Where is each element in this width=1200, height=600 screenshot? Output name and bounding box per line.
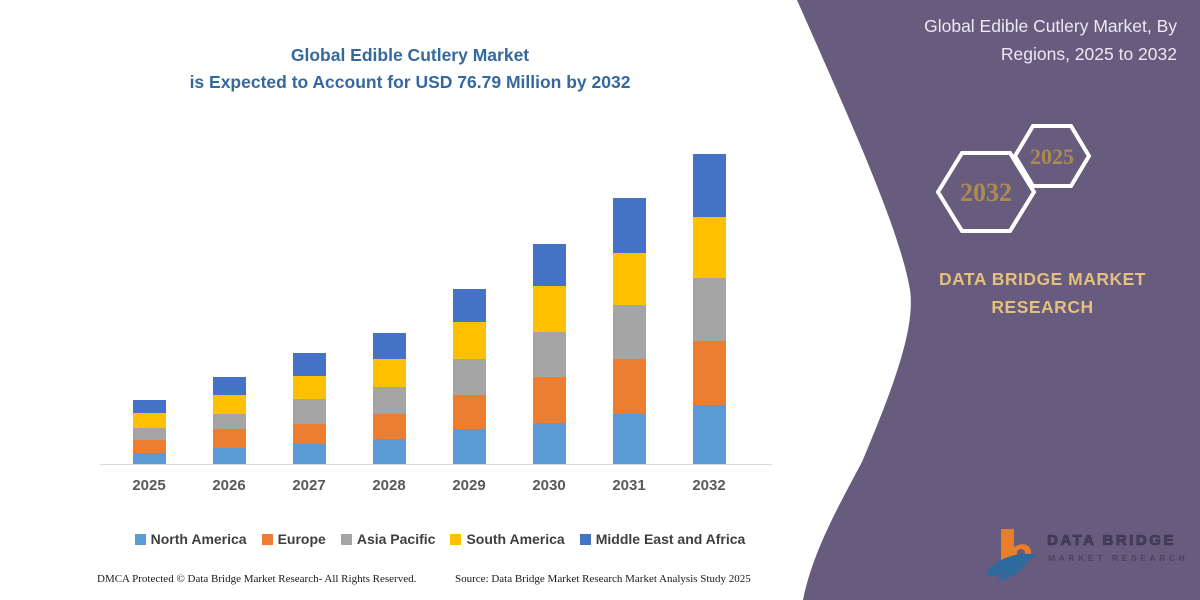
year-hexagons: 2032 2025 (935, 124, 1092, 233)
bar-segment-2026 (212, 377, 246, 395)
legend-label: Asia Pacific (356, 531, 436, 547)
bar-segment-2031 (612, 198, 646, 253)
bar-segment-2030 (532, 422, 566, 464)
bar-segment-2025 (132, 399, 166, 413)
bar-segment-2027 (292, 376, 326, 400)
bar-2028 (349, 332, 429, 464)
bar-segment-2029 (452, 288, 486, 322)
x-axis-label: 2032 (692, 477, 726, 494)
bar-segment-2026 (212, 413, 246, 429)
bar-2026 (189, 377, 269, 464)
bar-segment-2026 (212, 447, 246, 464)
legend-label: South America (466, 531, 565, 547)
bar-segment-2030 (532, 376, 566, 423)
bar-segment-2031 (612, 252, 646, 305)
bar-segment-2030 (532, 243, 566, 287)
source-text: Source: Data Bridge Market Research Mark… (455, 573, 751, 585)
copyright-text: DMCA Protected © Data Bridge Market Rese… (97, 573, 417, 585)
x-axis-label: 2026 (212, 477, 246, 494)
bar-segment-2025 (132, 452, 166, 464)
legend-item: South America (450, 531, 565, 547)
legend-marker-icon (261, 533, 273, 545)
bar-segment-2031 (612, 304, 646, 359)
bar-segment-2025 (132, 428, 166, 441)
bar-segment-2025 (132, 412, 166, 429)
hexagon-year-2032: 2032 (960, 178, 1012, 207)
bar-2025 (109, 399, 189, 464)
legend-marker-icon (134, 533, 146, 545)
bar-segment-2027 (292, 399, 326, 424)
bar-segment-2028 (372, 386, 406, 414)
chart-legend: North America Europe Asia Pacific South Ame… (85, 531, 795, 547)
x-axis-label: 2031 (612, 477, 646, 494)
bar-segment-2027 (292, 423, 326, 445)
legend-marker-icon (450, 533, 462, 545)
bar-segment-2028 (372, 332, 406, 360)
bar-segment-2029 (452, 429, 486, 464)
legend-label: North America (150, 531, 247, 547)
bar-2030 (509, 243, 589, 464)
bar-segment-2027 (292, 444, 326, 464)
bar-segment-2029 (452, 321, 486, 359)
bar-segment-2025 (132, 440, 166, 453)
bar-2031 (589, 198, 669, 464)
bar-segment-2029 (452, 394, 486, 430)
bar-2032 (669, 153, 749, 464)
bar-segment-2030 (532, 286, 566, 333)
stacked-bar-plot (109, 0, 749, 464)
x-axis-label: 2028 (372, 477, 406, 494)
bar-segment-2028 (372, 413, 406, 439)
bar-segment-2031 (612, 358, 646, 414)
chart-title-line1: Global Edible Cutlery Market (290, 45, 530, 65)
data-bridge-logo: DATA BRIDGE MARKET RESEARCH (975, 515, 1190, 590)
legend-label: Middle East and Africa (595, 531, 746, 547)
x-axis-label: 2027 (292, 477, 326, 494)
bar-segment-2032 (692, 153, 726, 217)
bar-segment-2029 (452, 358, 486, 395)
bar-segment-2026 (212, 428, 246, 448)
x-axis-label: 2025 (132, 477, 166, 494)
bar-segment-2032 (692, 340, 726, 405)
chart-title: Global Edible Cutlery Market is Expected… (60, 42, 760, 96)
bar-segment-2032 (692, 216, 726, 278)
legend-item: North America (134, 531, 247, 547)
legend-marker-icon (340, 533, 352, 545)
x-axis-label: 2029 (452, 477, 486, 494)
bar-segment-2031 (612, 413, 646, 464)
chart-title-line2: is Expected to Account for USD 76.79 Mil… (189, 72, 631, 92)
hexagon-2025 (1012, 124, 1092, 188)
logo-subtitle: MARKET RESEARCH (1048, 553, 1189, 563)
legend-item: Asia Pacific (340, 531, 436, 547)
bar-segment-2030 (532, 332, 566, 377)
bar-segment-2027 (292, 353, 326, 377)
bar-2029 (429, 288, 509, 464)
x-axis-label: 2030 (532, 477, 566, 494)
logo-wordmark: DATA BRIDGE (1047, 532, 1176, 550)
bar-segment-2032 (692, 277, 726, 341)
x-axis-labels: 2025 2026 2027 2028 2029 2030 2031 2032 (109, 477, 749, 494)
brand-name-text: DATA BRIDGE MARKET RESEARCH (939, 269, 1146, 317)
side-panel-title: Global Edible Cutlery Market, By Regions… (924, 16, 1177, 64)
bar-segment-2028 (372, 438, 406, 464)
legend-marker-icon (579, 533, 591, 545)
bar-segment-2026 (212, 394, 246, 414)
bar-2027 (269, 353, 349, 464)
hexagon-2032 (935, 151, 1037, 233)
data-bridge-logo-icon (986, 529, 1037, 581)
legend-item: Middle East and Africa (579, 531, 746, 547)
x-axis-line (100, 464, 772, 465)
legend-item: Europe (261, 531, 326, 547)
hexagon-year-2025: 2025 (1030, 144, 1074, 169)
bar-segment-2028 (372, 359, 406, 387)
legend-label: Europe (277, 531, 326, 547)
bar-segment-2032 (692, 404, 726, 464)
